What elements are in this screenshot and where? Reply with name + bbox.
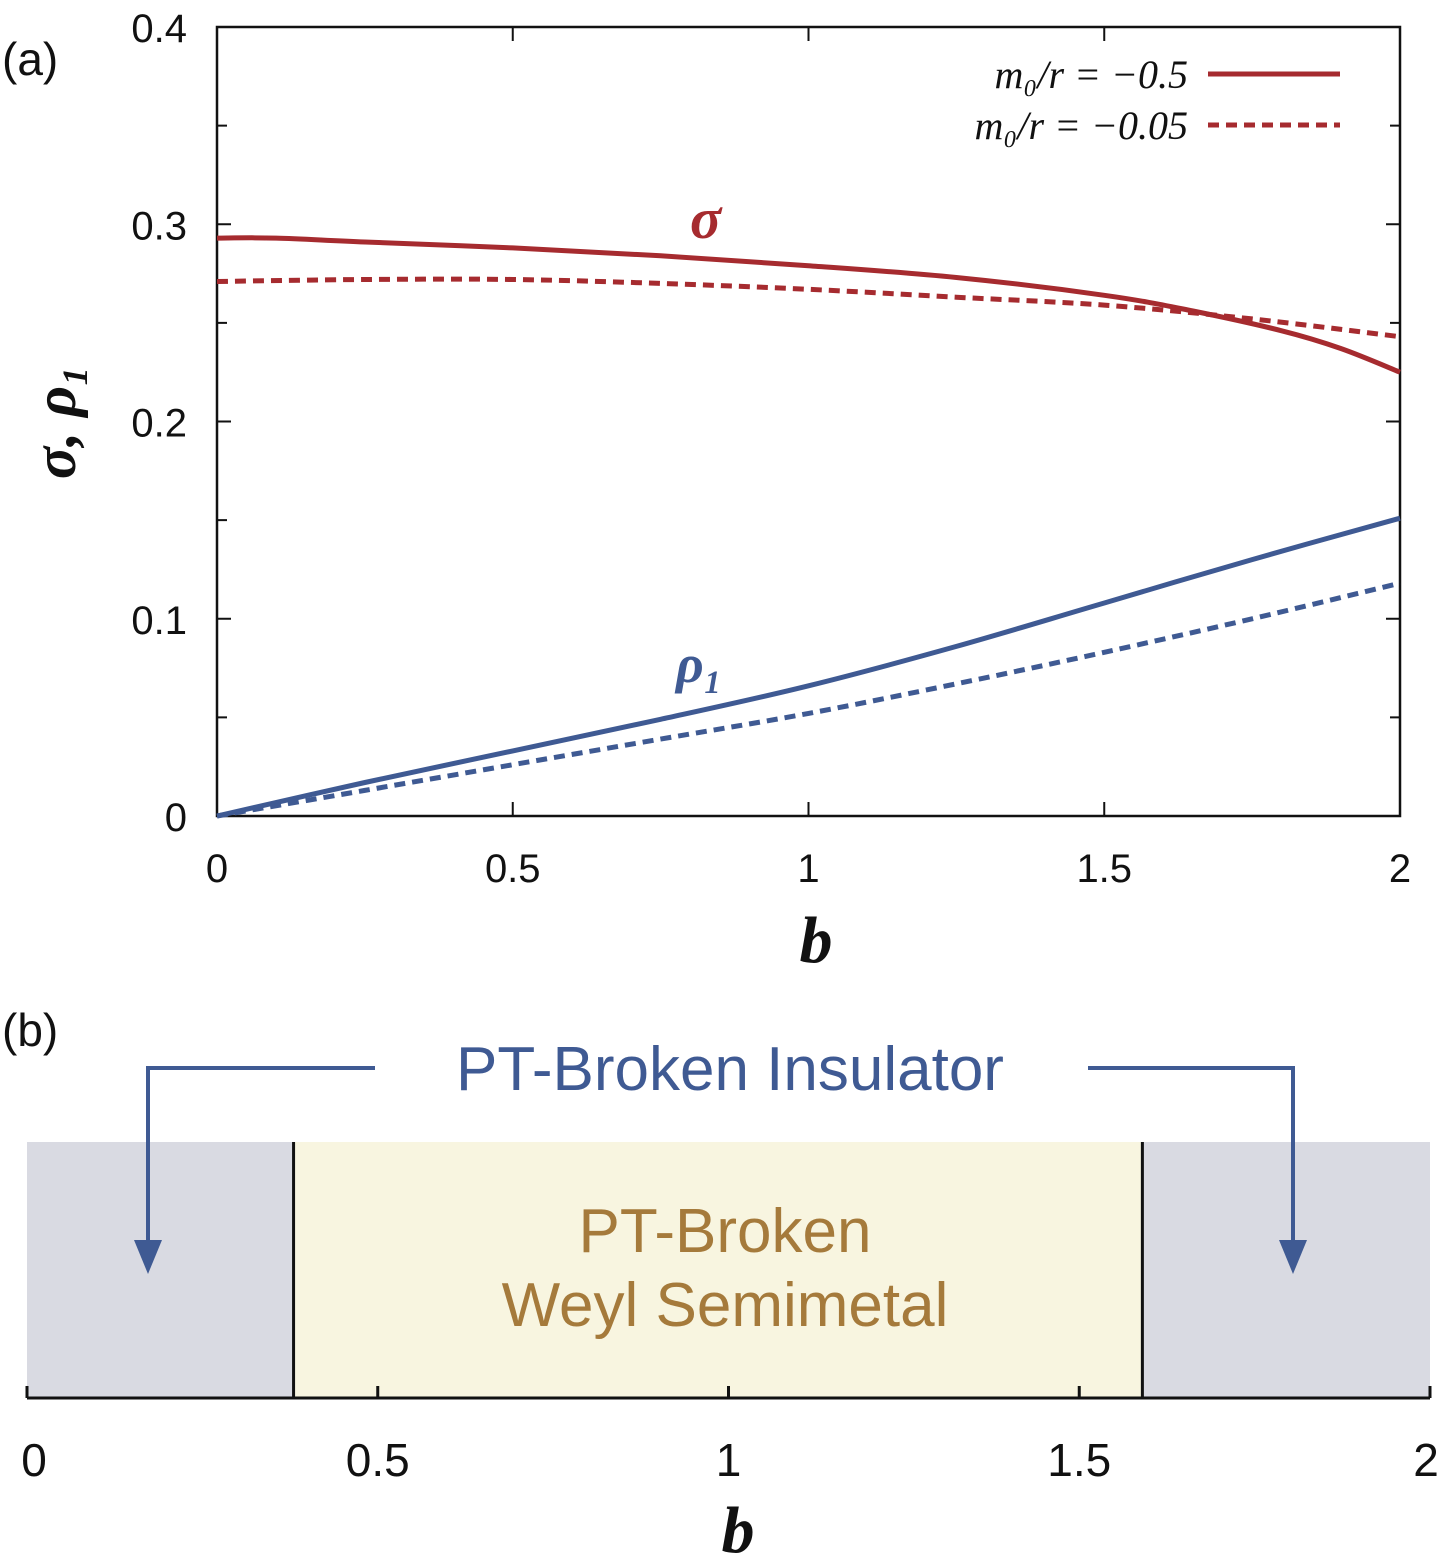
weyl-label-line1: PT-Broken [579, 1197, 872, 1266]
series-line-rho1-solid [216, 515, 1401, 819]
arrow-right-line [1088, 1066, 1295, 1248]
series-line-sigma-dashed [216, 276, 1401, 340]
weyl-label-line2: Weyl Semimetal [502, 1271, 949, 1340]
arrow-left-line [146, 1066, 375, 1248]
plot-frame [215, 25, 1402, 818]
x-tick-label: 1 [797, 847, 819, 891]
panel-b: (b) PT-Broken Insulator PT-Broken Weyl S… [2, 1004, 1439, 1562]
x-tick-label: 0 [206, 847, 228, 891]
tick-labels: 0 0.5 1 1.5 2 0 0.1 0.2 0.3 0.4 [131, 7, 1411, 891]
phase-axis: 0 0.5 1 1.5 2 [21, 1386, 1439, 1486]
legend-label-solid: m₀/r = −0.5 [995, 52, 1188, 97]
phase-x-tick-label: 1 [716, 1434, 742, 1486]
x-tick-label: 1.5 [1076, 847, 1132, 891]
axis-ticks [216, 26, 1401, 817]
phase-x-tick-label: 1.5 [1047, 1434, 1111, 1486]
y-tick-label: 0.2 [131, 402, 187, 446]
arrow-left-head [134, 1240, 162, 1274]
sigma-annotation: σ [690, 186, 723, 251]
legend: m₀/r = −0.5 m₀/r = −0.05 [975, 52, 1340, 148]
series-line-sigma-solid [216, 235, 1401, 375]
y-tick-label: 0.1 [131, 599, 187, 643]
y-tick-label: 0 [165, 796, 187, 840]
phase-region [27, 1142, 294, 1398]
y-tick-label: 0.3 [131, 204, 187, 248]
y-axis-label: σ, ρ₁ [22, 365, 88, 479]
arrow-right [1088, 1066, 1307, 1274]
panel-a: (a) 0 0.5 1 1.5 2 0 0.1 0.2 0.3 0.4 m₀/r = −0.5 m… [2, 7, 1411, 977]
arrow-right-head [1279, 1240, 1307, 1274]
x-tick-label: 2 [1389, 847, 1411, 891]
y-tick-label: 0.4 [131, 7, 187, 51]
x-tick-label: 0.5 [485, 847, 541, 891]
series-line-rho1-dashed [216, 580, 1401, 819]
phase-region [1142, 1142, 1430, 1398]
phase-x-tick-label: 2 [1413, 1434, 1439, 1486]
legend-label-dashed: m₀/r = −0.05 [975, 103, 1188, 148]
panel-b-label: (b) [2, 1004, 58, 1056]
arrow-left [134, 1066, 375, 1274]
phase-x-axis-label: b [722, 1494, 755, 1562]
phase-x-tick-label: 0.5 [346, 1434, 410, 1486]
x-axis-label: b [800, 904, 833, 977]
insulator-label: PT-Broken Insulator [456, 1035, 1004, 1104]
panel-a-label: (a) [2, 33, 58, 85]
data-lines [216, 235, 1401, 819]
phase-regions [27, 1142, 1430, 1398]
phase-region [293, 1142, 1143, 1398]
phase-x-tick-label: 0 [21, 1434, 47, 1486]
rho1-annotation: ρ₁ [674, 634, 723, 694]
